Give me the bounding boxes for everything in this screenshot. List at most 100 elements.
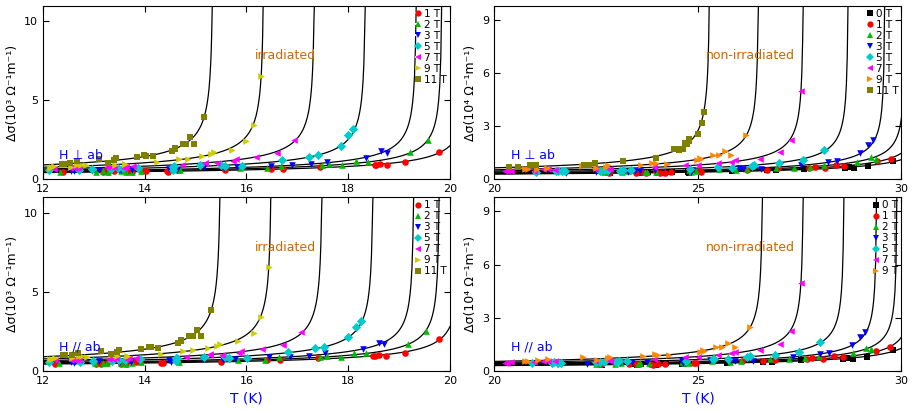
Point [133,346,148,352]
Point [835,356,850,362]
Point [711,166,726,173]
Point [114,168,129,174]
Point [728,349,742,355]
Point [182,332,197,339]
Point [771,165,785,171]
Point [550,361,565,367]
Point [768,351,782,358]
Point [215,352,229,358]
Point [57,160,71,167]
Point [186,347,200,353]
Point [638,169,653,175]
Point [724,152,739,159]
Point [174,338,188,344]
Point [203,351,218,358]
Point [631,360,645,367]
Point [107,163,122,170]
Point [68,164,82,171]
Point [679,357,694,364]
Point [769,165,783,171]
Point [744,162,759,169]
Point [124,167,139,173]
Point [91,358,106,365]
Point [209,342,224,349]
Point [793,162,808,168]
Point [170,358,185,365]
Point [740,354,755,361]
Point [379,353,394,359]
Point [615,157,630,164]
Point [632,361,646,367]
Point [419,328,433,335]
Point [89,360,103,367]
Point [96,360,111,366]
Point [179,141,194,147]
Point [813,353,827,359]
Point [112,359,126,365]
Text: H ⊥ ab: H ⊥ ab [511,149,555,162]
Point [313,353,327,360]
Point [632,168,647,174]
Point [593,359,608,365]
Point [128,355,143,361]
Point [651,352,665,358]
Point [369,161,384,168]
Point [52,360,67,367]
Point [171,339,186,346]
Point [620,359,634,366]
Point [630,361,644,368]
Point [792,348,806,355]
Point [131,164,145,171]
Point [754,166,769,173]
Point [653,170,667,176]
Point [52,169,67,175]
Point [348,324,363,330]
Point [113,360,128,367]
Point [64,356,79,363]
X-axis label: T (K): T (K) [682,391,715,405]
Point [197,164,211,171]
Point [680,141,695,148]
Point [781,356,796,363]
Point [105,358,120,364]
Point [675,360,690,367]
Point [711,166,726,172]
Point [194,333,208,339]
Point [356,346,371,353]
Point [48,360,62,367]
Point [717,148,732,154]
Point [276,165,291,172]
Point [500,168,515,174]
Point [632,170,647,176]
Point [643,360,657,367]
Point [735,358,749,365]
Point [886,347,900,354]
Point [159,168,174,175]
Point [640,359,654,365]
Point [826,353,841,360]
Point [161,169,175,175]
Point [313,164,327,170]
Point [624,166,639,173]
Point [42,359,57,365]
Point [511,164,526,170]
Point [638,169,653,176]
Point [575,162,590,169]
Point [600,355,615,361]
Point [530,165,545,172]
Point [197,354,211,360]
Point [725,168,739,175]
Point [707,356,721,362]
Point [217,165,231,171]
Point [710,164,725,171]
Point [85,359,100,366]
Point [601,169,616,176]
Point [768,356,782,363]
Point [128,359,143,366]
Point [548,168,563,174]
Point [335,162,350,169]
Point [536,166,550,173]
Point [793,279,808,286]
Point [817,147,832,153]
Point [347,350,362,356]
